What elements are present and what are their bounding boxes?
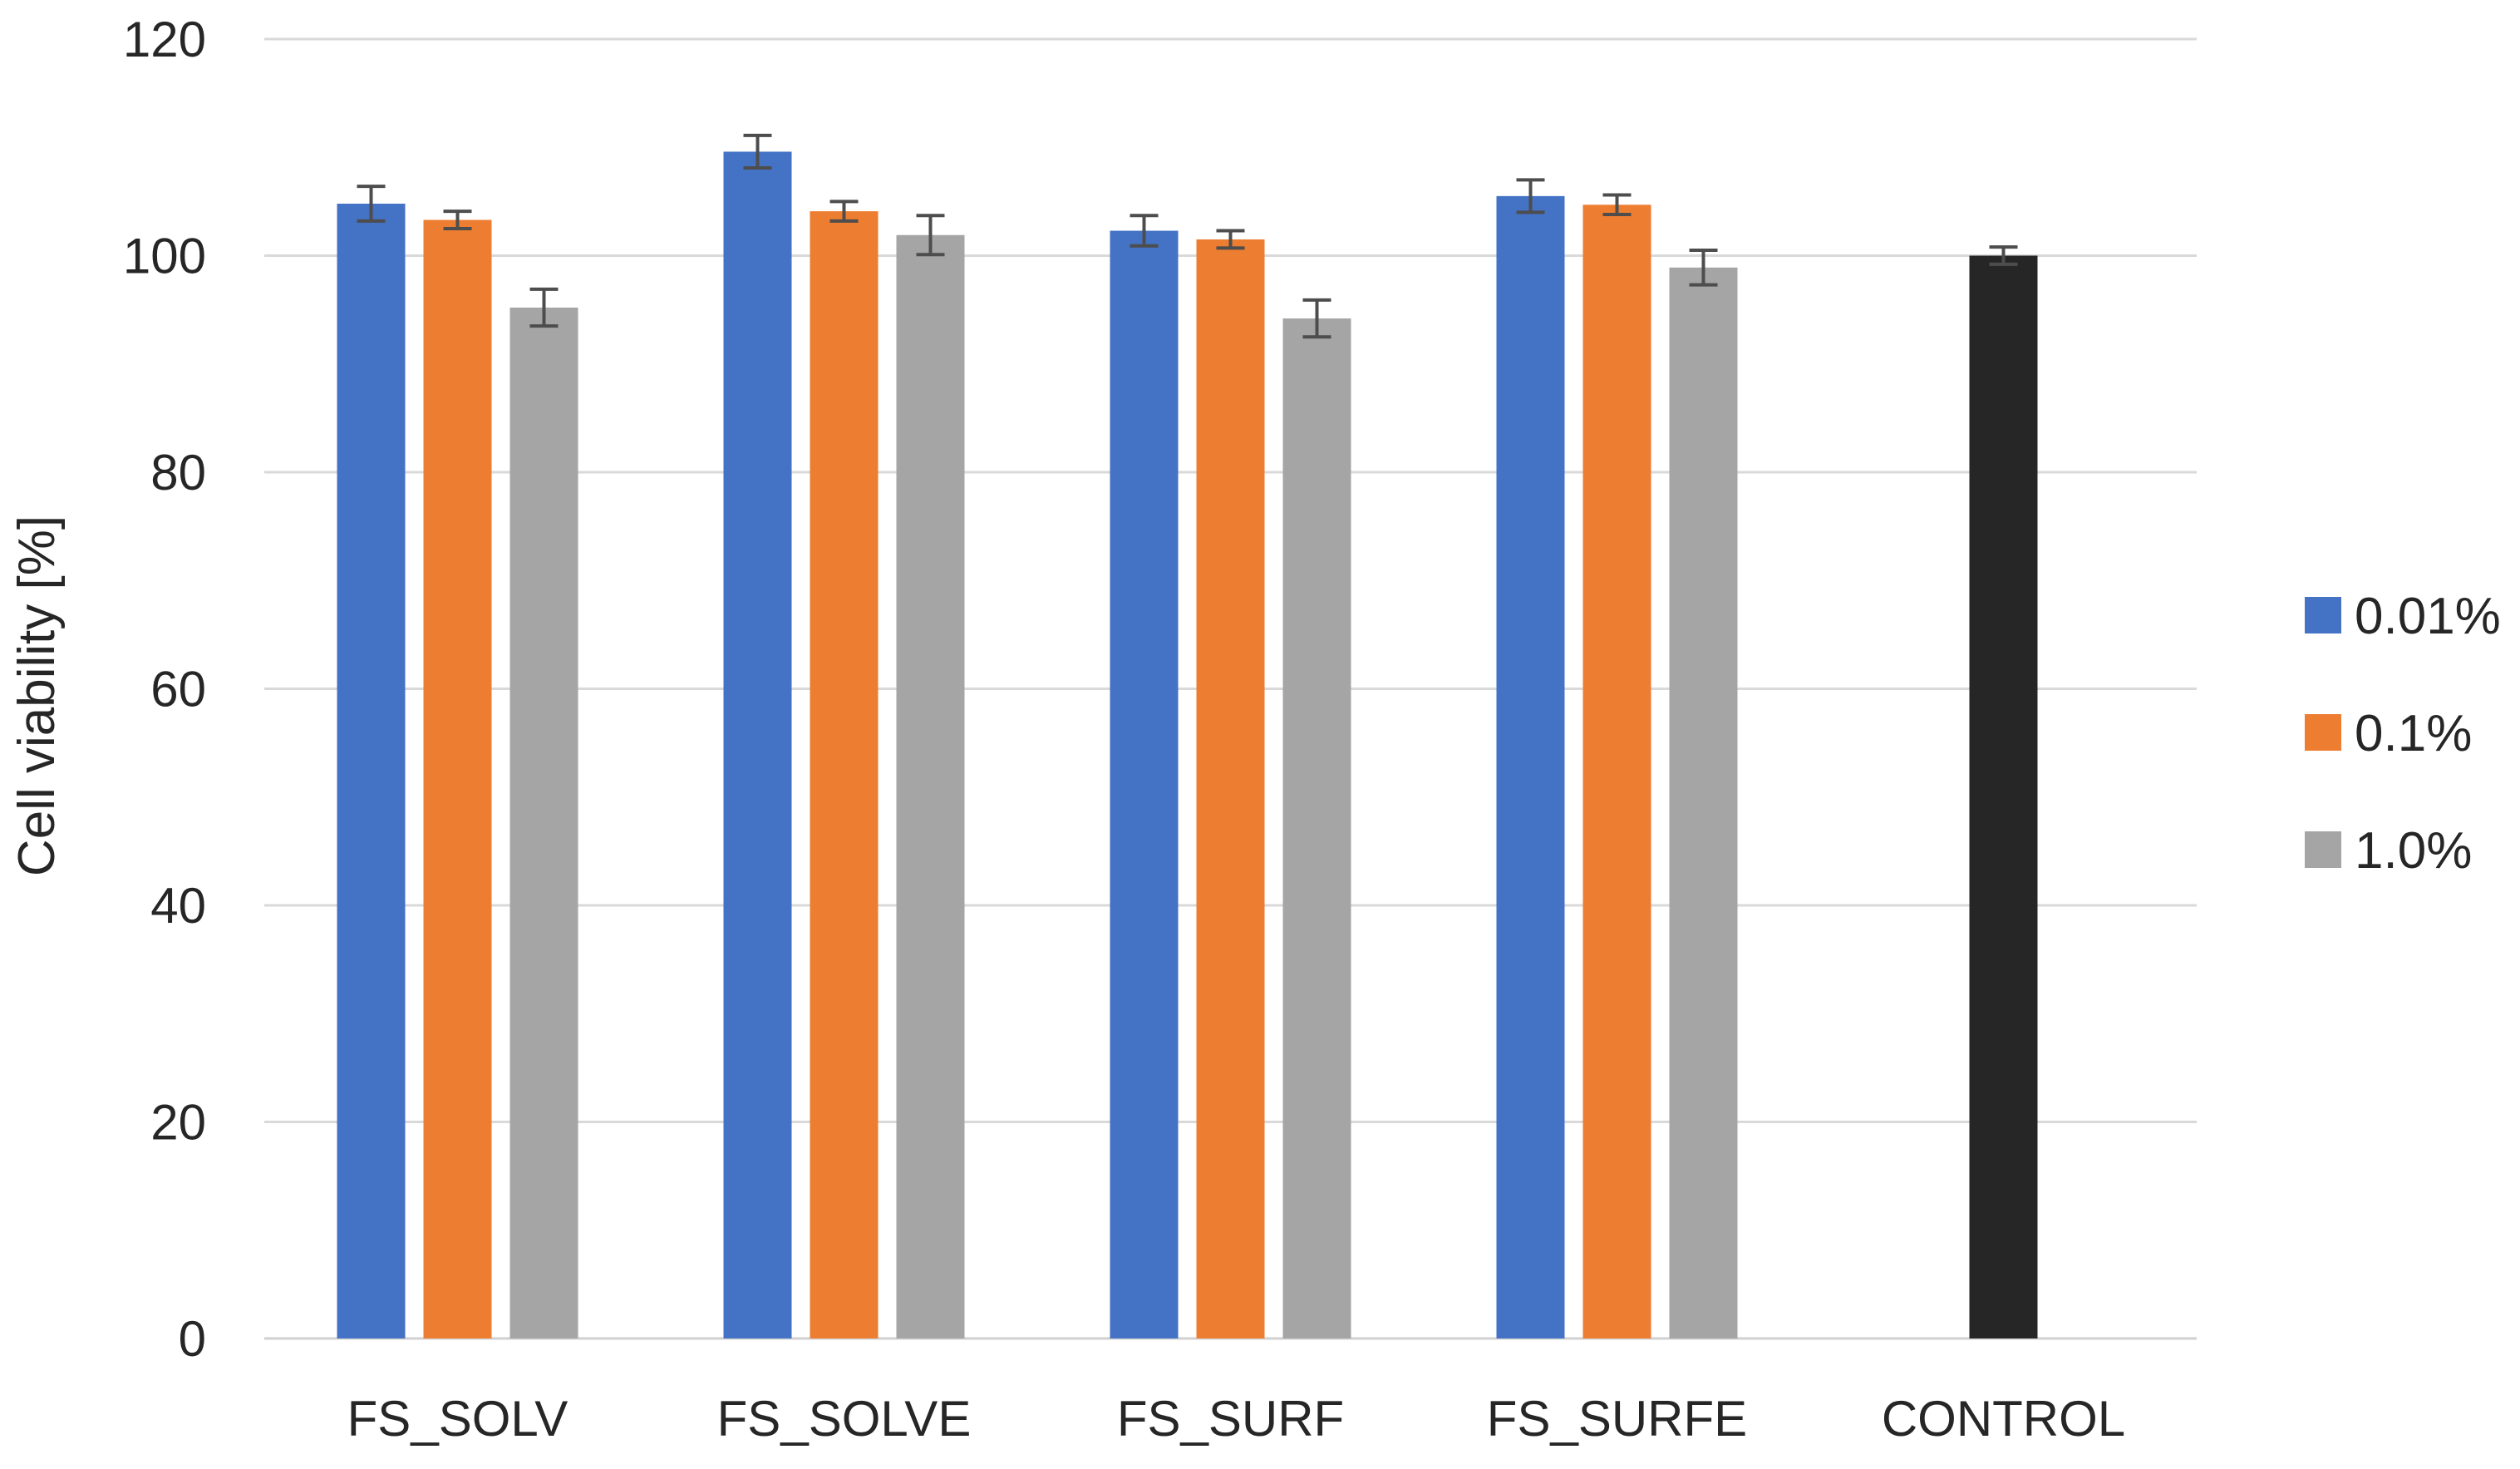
x-tick-label: FS_SURF: [1117, 1391, 1344, 1447]
bar: [810, 211, 879, 1338]
x-axis-ticks: FS_SOLV FS_SOLVE FS_SURF FS_SURFE CONTROL: [347, 1391, 2126, 1447]
y-tick-label: 60: [150, 662, 206, 717]
bar: [337, 203, 406, 1339]
bar: [896, 234, 965, 1339]
bar: [723, 151, 792, 1339]
legend-swatch: [2305, 831, 2341, 868]
y-tick-label: 40: [150, 878, 206, 934]
y-tick-label: 100: [123, 229, 206, 284]
bar-control: [1969, 255, 2038, 1338]
bars: [337, 151, 2038, 1339]
error-bars: [357, 133, 2018, 339]
x-tick-label: CONTROL: [1882, 1391, 2125, 1447]
x-tick-label: FS_SOLV: [347, 1391, 568, 1447]
y-tick-label: 120: [123, 12, 206, 67]
y-tick-label: 20: [150, 1095, 206, 1151]
bar: [1582, 205, 1651, 1339]
y-tick-label: 80: [150, 445, 206, 500]
x-tick-label: FS_SOLVE: [717, 1391, 972, 1447]
bar: [423, 219, 492, 1339]
bar: [1110, 230, 1179, 1339]
bar: [1196, 239, 1265, 1338]
bar: [1496, 195, 1565, 1338]
legend-swatch: [2305, 597, 2341, 633]
legend-label: 1.0%: [2355, 822, 2472, 880]
y-axis-title: Cell viability [%]: [8, 515, 66, 876]
y-tick-label: 0: [179, 1311, 206, 1367]
legend-label: 0.01%: [2355, 588, 2501, 645]
legend-label: 0.1%: [2355, 705, 2472, 762]
legend: 0.01% 0.1% 1.0%: [2305, 588, 2501, 880]
legend-swatch: [2305, 714, 2341, 751]
bar: [1669, 267, 1738, 1338]
x-tick-label: FS_SURFE: [1487, 1391, 1747, 1447]
bar: [1282, 318, 1351, 1338]
y-axis-ticks: 0 20 40 60 80 100 120: [123, 12, 206, 1367]
bar: [509, 308, 578, 1338]
